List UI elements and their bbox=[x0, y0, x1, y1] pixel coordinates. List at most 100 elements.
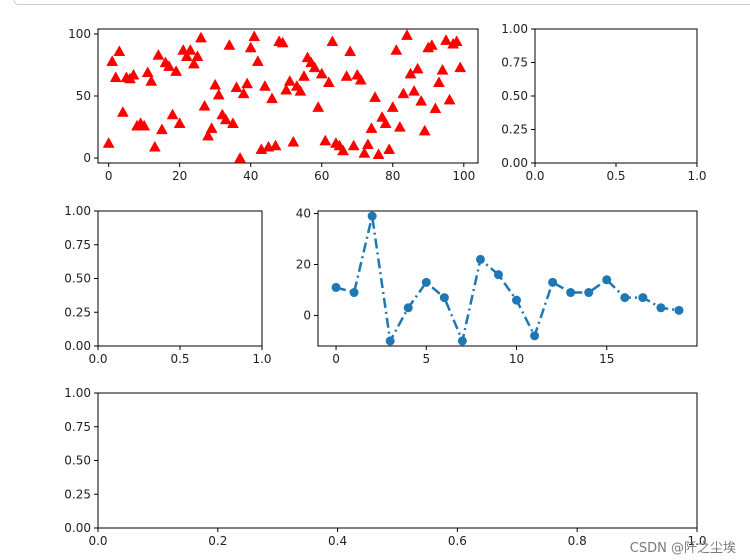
line-point bbox=[548, 277, 558, 287]
line-point bbox=[493, 270, 503, 280]
x-tick-label: 0.8 bbox=[568, 534, 587, 548]
subplot-4: 0 5 10 15 0 20 40 bbox=[296, 207, 698, 366]
scatter-point bbox=[322, 76, 335, 88]
line-point bbox=[457, 336, 467, 346]
x-tick-label: 60 bbox=[314, 169, 329, 183]
scatter-point bbox=[436, 63, 449, 75]
x-tick-label: 0.4 bbox=[328, 534, 347, 548]
scatter-point bbox=[354, 73, 367, 85]
scatter-point bbox=[440, 34, 452, 45]
scatter-point bbox=[202, 129, 215, 141]
x-tick-label: 0.5 bbox=[606, 169, 625, 183]
scatter-point bbox=[361, 138, 374, 150]
y-tick-label: 1.00 bbox=[64, 204, 91, 218]
y-tick-label: 0.00 bbox=[64, 521, 91, 535]
scatter-point bbox=[198, 99, 211, 111]
scatter-point bbox=[191, 50, 204, 61]
y-tick-label: 20 bbox=[296, 257, 311, 271]
y-tick-label: 0.25 bbox=[64, 487, 91, 501]
y-tick-label: 40 bbox=[296, 207, 311, 221]
scatter-point bbox=[326, 35, 339, 47]
x-tick-label: 1.0 bbox=[252, 352, 271, 366]
scatter-point bbox=[223, 39, 236, 50]
scatter-point bbox=[127, 68, 140, 80]
scatter-point bbox=[237, 87, 250, 99]
scatter-point bbox=[344, 45, 357, 56]
scatter-point bbox=[266, 92, 278, 104]
y-tick-label: 0.75 bbox=[501, 56, 528, 70]
scatter-point bbox=[116, 106, 129, 117]
axes-frame bbox=[317, 210, 698, 347]
x-tick-label: 15 bbox=[599, 352, 614, 366]
scatter-point bbox=[280, 83, 293, 95]
x-tick-label: 0.0 bbox=[88, 352, 107, 366]
line-point bbox=[530, 331, 540, 341]
scatter-point bbox=[230, 81, 243, 92]
scatter-point bbox=[145, 75, 158, 86]
scatter-point bbox=[298, 70, 310, 81]
scatter-point bbox=[258, 80, 271, 91]
line-point bbox=[638, 293, 648, 303]
scatter-point bbox=[195, 31, 207, 43]
line-point bbox=[512, 295, 522, 305]
scatter-point bbox=[113, 45, 126, 56]
scatter-point bbox=[425, 39, 438, 50]
scatter-point bbox=[379, 117, 392, 128]
y-tick-label: 1.00 bbox=[501, 22, 528, 36]
y-tick-label: 0.75 bbox=[64, 238, 91, 252]
line-point bbox=[602, 275, 612, 285]
scatter-point bbox=[340, 70, 353, 81]
line-point bbox=[403, 303, 413, 313]
y-tick-label: 0.50 bbox=[64, 272, 91, 286]
y-tick-label: 0.25 bbox=[501, 123, 528, 137]
scatter-point bbox=[337, 144, 349, 156]
scatter-point bbox=[429, 102, 442, 114]
scatter-point bbox=[450, 35, 463, 47]
x-tick-label: 0.5 bbox=[170, 352, 189, 366]
page-top-border bbox=[14, 0, 750, 5]
x-tick-label: 80 bbox=[385, 169, 400, 183]
line-point bbox=[385, 336, 395, 346]
scatter-point bbox=[287, 135, 300, 147]
watermark: CSDN @阡之尘埃 bbox=[629, 541, 736, 556]
scatter-point bbox=[372, 148, 385, 159]
scatter-point bbox=[180, 50, 193, 61]
subplot-5: 0.0 0.2 0.4 0.6 0.8 1.0 0.00 0.25 0.50 0.75 1.00 bbox=[64, 386, 706, 548]
scatter-point bbox=[248, 30, 261, 42]
scatter-point bbox=[244, 41, 257, 53]
scatter-point bbox=[152, 49, 165, 60]
x-tick-label: 0.6 bbox=[448, 534, 467, 548]
scatter-point bbox=[393, 121, 406, 132]
scatter-point bbox=[251, 55, 264, 66]
x-tick-label: 0.0 bbox=[88, 534, 107, 548]
scatter-point bbox=[219, 113, 232, 125]
scatter-point bbox=[390, 44, 403, 55]
x-tick-label: 5 bbox=[422, 352, 430, 366]
scatter-point bbox=[234, 152, 246, 163]
scatter-point bbox=[294, 85, 307, 96]
y-tick-label: 0 bbox=[303, 308, 311, 322]
scatter-point bbox=[148, 140, 161, 152]
scatter-point bbox=[443, 93, 456, 105]
subplot-2: 0.0 0.5 1.0 0.00 0.25 0.50 0.75 1.00 bbox=[501, 22, 706, 183]
scatter-point bbox=[163, 60, 175, 71]
y-tick-label: 0.25 bbox=[64, 305, 91, 319]
scatter-point bbox=[156, 123, 168, 135]
subplot-3: 0.0 0.5 1.0 0.00 0.25 0.50 0.75 1.00 bbox=[64, 204, 271, 366]
line-point bbox=[331, 282, 341, 292]
x-tick-label: 1.0 bbox=[687, 534, 706, 548]
scatter-point bbox=[227, 117, 239, 128]
series-line bbox=[335, 215, 680, 346]
scatter-point bbox=[408, 85, 420, 96]
scatter-point bbox=[269, 139, 282, 151]
y-tick-label: 0.00 bbox=[501, 156, 528, 170]
scatter-point bbox=[102, 137, 115, 148]
y-tick-label: 0.50 bbox=[64, 454, 91, 468]
scatter-point bbox=[454, 61, 467, 73]
y-tick-label: 0.00 bbox=[64, 339, 91, 353]
scatter-point bbox=[415, 94, 428, 106]
scatter-point bbox=[173, 117, 186, 128]
scatter-point bbox=[205, 122, 218, 133]
x-tick-label: 0.2 bbox=[208, 534, 227, 548]
